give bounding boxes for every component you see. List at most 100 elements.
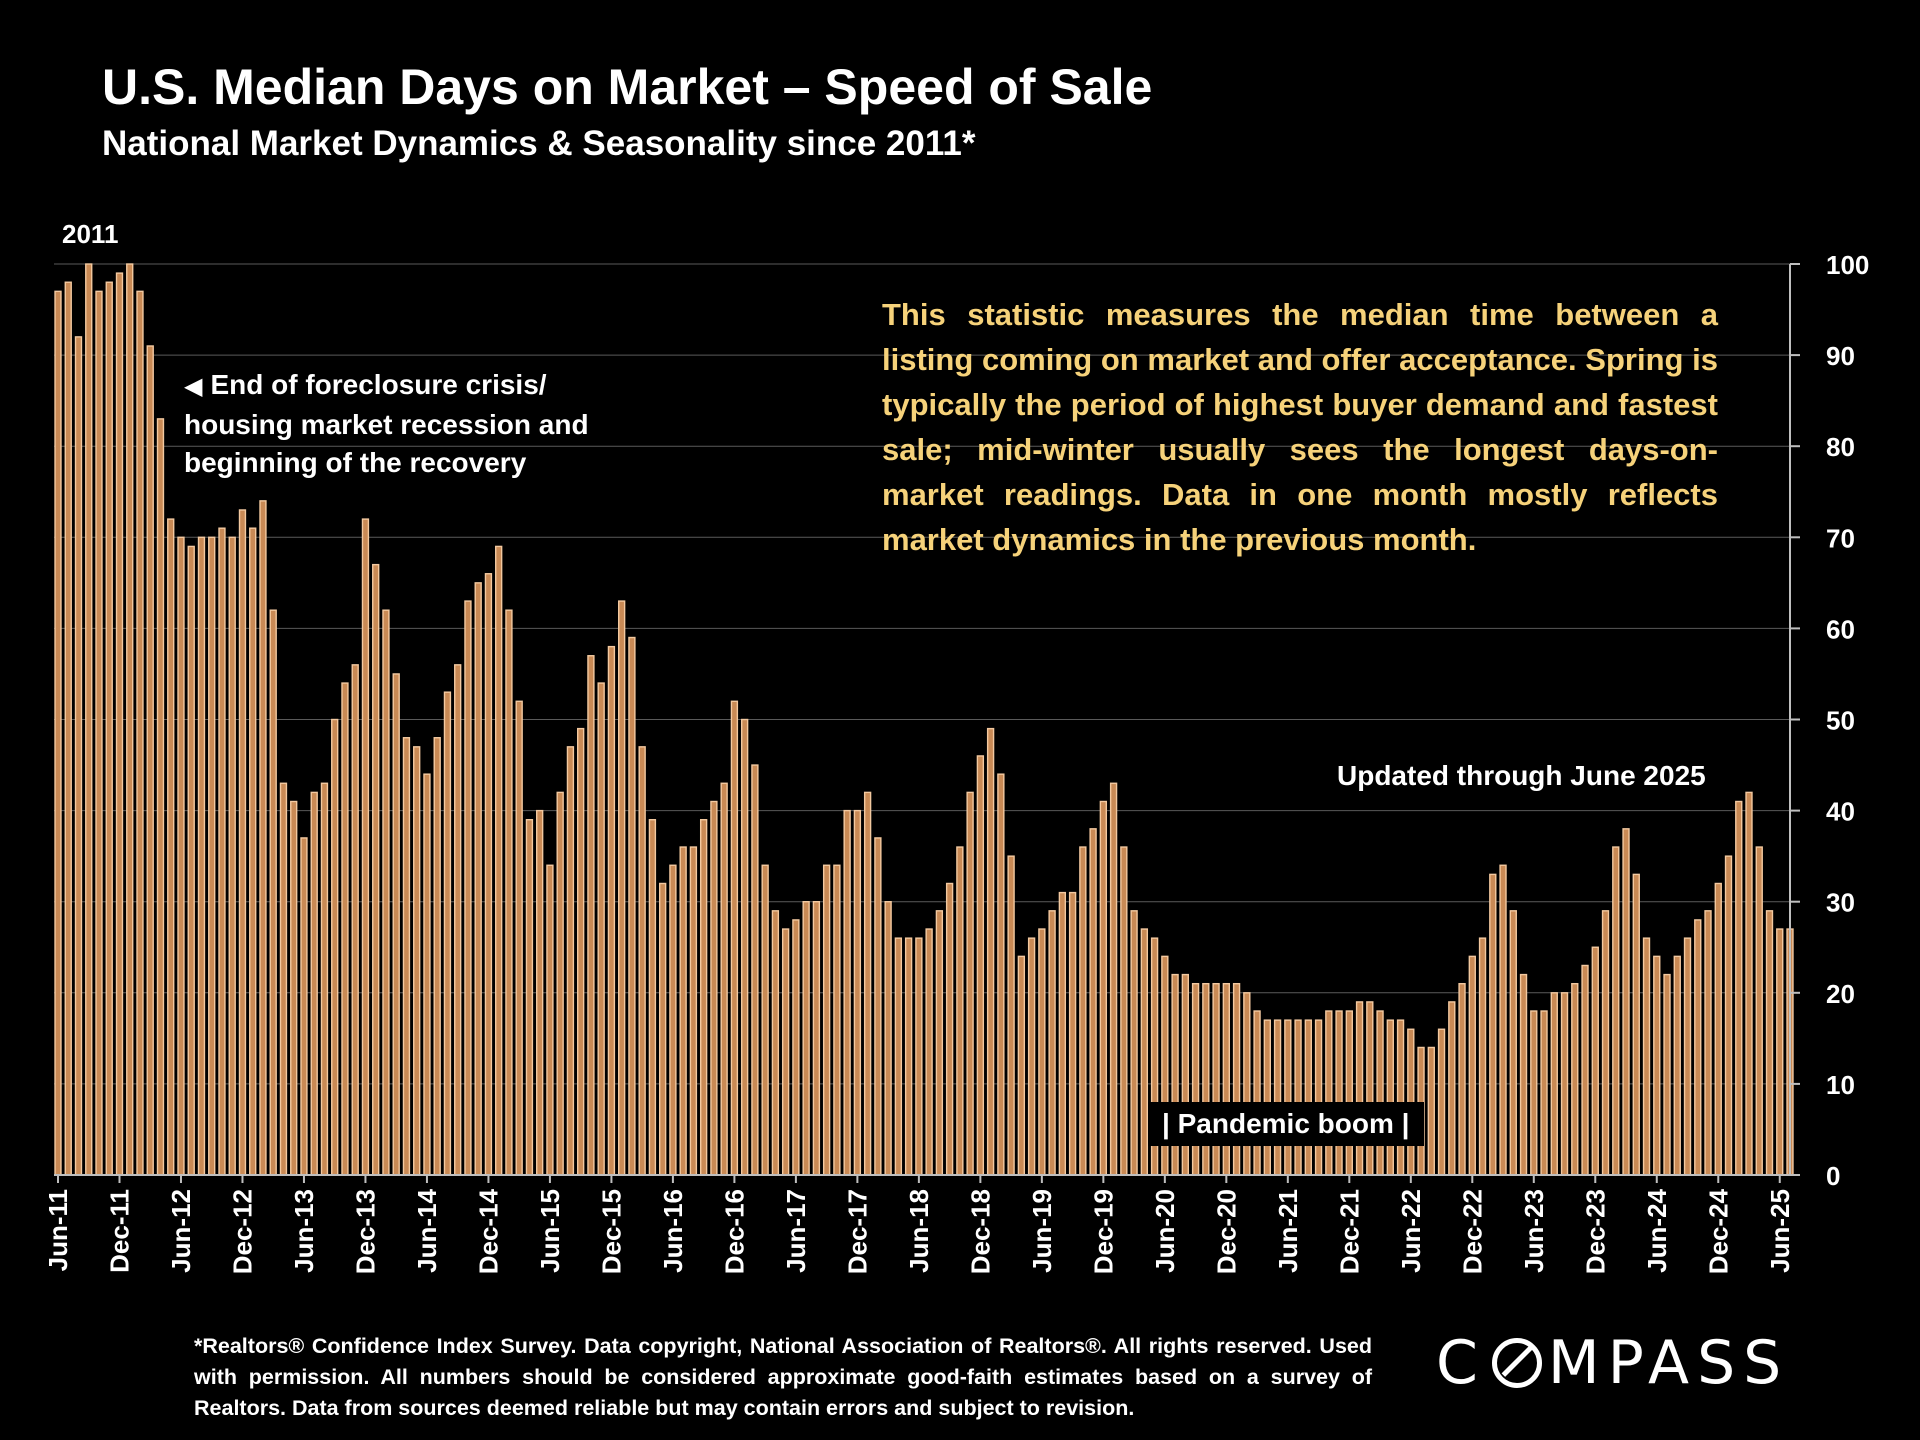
bar-Oct-13	[341, 682, 349, 1176]
bar-Sep-15	[577, 727, 585, 1176]
compass-o-icon	[1491, 1338, 1542, 1388]
bar-Mar-12	[146, 345, 154, 1176]
bar-Jan-12	[126, 263, 134, 1176]
bar-Mar-22	[1376, 1010, 1384, 1176]
bar-Jan-19	[986, 727, 995, 1176]
bar-May-14	[413, 746, 421, 1176]
bar-Nov-24	[1704, 910, 1712, 1176]
bar-May-24	[1642, 937, 1651, 1176]
logo-text-left: C	[1436, 1328, 1486, 1398]
x-tick-label: Dec-19	[1088, 1189, 1118, 1274]
bar-Jan-14	[372, 563, 380, 1176]
recovery-line-1: End of foreclosure crisis/	[210, 369, 547, 400]
y-tick-label: 70	[1826, 523, 1855, 553]
y-tick-label: 60	[1826, 614, 1855, 644]
bar-Jan-16	[617, 600, 626, 1176]
bar-Oct-23	[1571, 982, 1579, 1176]
x-tick-label: Dec-17	[842, 1189, 872, 1274]
bar-Oct-19	[1079, 846, 1087, 1176]
bar-Mar-25	[1745, 791, 1753, 1176]
x-tick-label: Dec-23	[1580, 1189, 1610, 1274]
bar-Jan-21	[1232, 982, 1241, 1176]
bar-Nov-13	[351, 664, 359, 1176]
bar-Jun-18	[915, 937, 923, 1176]
bar-Dec-11	[115, 272, 124, 1176]
bar-Mar-23	[1499, 864, 1507, 1176]
bar-Jan-22	[1355, 1001, 1364, 1176]
bar-Apr-18	[894, 937, 903, 1176]
bar-May-23	[1519, 973, 1528, 1176]
bar-Oct-24	[1694, 919, 1702, 1176]
bar-Dec-24	[1714, 882, 1722, 1176]
x-tick-label: Jun-21	[1273, 1189, 1303, 1273]
bar-May-13	[290, 800, 298, 1176]
bar-Aug-12	[197, 536, 206, 1176]
chart-title: U.S. Median Days on Market – Speed of Sa…	[102, 59, 1153, 115]
bar-Nov-21	[1335, 1010, 1343, 1176]
bar-Nov-16	[720, 782, 728, 1176]
bar-Apr-23	[1509, 910, 1517, 1176]
bar-Jul-21	[1294, 1019, 1302, 1176]
bar-Jan-24	[1601, 910, 1610, 1176]
bar-Mar-24	[1622, 828, 1630, 1176]
bar-Feb-19	[997, 773, 1005, 1176]
x-tick-label: Dec-21	[1334, 1189, 1364, 1274]
bar-Jun-15	[546, 864, 554, 1176]
x-tick-label: Jun-14	[412, 1188, 442, 1272]
bar-Jun-25	[1776, 928, 1784, 1176]
y-tick-label: 20	[1826, 979, 1855, 1009]
bar-Feb-24	[1612, 846, 1620, 1176]
bar-Mar-20	[1130, 910, 1138, 1176]
bar-Mar-16	[638, 746, 646, 1176]
bar-Sep-13	[331, 718, 339, 1176]
bar-Jun-13	[300, 837, 308, 1176]
bar-Nov-17	[843, 809, 851, 1176]
bar-Jul-24	[1663, 973, 1671, 1176]
bar-Aug-18	[935, 910, 944, 1176]
bar-May-15	[536, 809, 544, 1176]
bar-Apr-20	[1140, 928, 1149, 1176]
bar-Jan-23	[1478, 937, 1487, 1176]
pandemic-boom-label: | Pandemic boom |	[1148, 1102, 1424, 1146]
x-tick-label: Jun-22	[1396, 1189, 1426, 1273]
bar-Apr-16	[648, 819, 657, 1176]
bar-Dec-15	[607, 645, 616, 1176]
y-tick-label: 30	[1826, 888, 1855, 918]
x-tick-label: Dec-22	[1457, 1189, 1487, 1274]
source-footnote: *Realtors® Confidence Index Survey. Data…	[194, 1334, 1372, 1420]
bar-Aug-13	[320, 782, 329, 1176]
left-arrow-icon: ◀	[184, 373, 203, 400]
bar-Jul-13	[310, 791, 318, 1176]
bar-Jan-17	[740, 718, 749, 1176]
bar-Apr-12	[156, 418, 165, 1176]
bar-Sep-12	[208, 536, 216, 1176]
bar-Mar-15	[515, 700, 523, 1176]
x-tick-label: Jun-11	[43, 1189, 73, 1271]
bar-Jul-11	[64, 281, 72, 1176]
bar-Apr-25	[1755, 846, 1763, 1176]
x-tick-label: Dec-13	[350, 1189, 380, 1274]
bar-Sep-18	[945, 882, 954, 1176]
bar-Dec-13	[361, 518, 370, 1176]
bar-Oct-16	[710, 800, 718, 1176]
bar-Dec-14	[484, 573, 493, 1176]
bar-Apr-22	[1386, 1019, 1394, 1176]
bar-Aug-21	[1304, 1019, 1312, 1176]
bar-Dec-19	[1099, 800, 1108, 1176]
bar-Sep-24	[1683, 937, 1692, 1176]
bar-Jan-20	[1109, 782, 1118, 1176]
bar-Aug-23	[1550, 992, 1558, 1176]
explanation-note: This statistic measures the median time …	[882, 297, 1718, 557]
bar-Feb-18	[874, 837, 882, 1176]
bar-Feb-20	[1120, 846, 1128, 1176]
bar-Aug-17	[812, 901, 821, 1176]
bar-Sep-16	[699, 819, 708, 1176]
bar-Sep-22	[1437, 1028, 1446, 1176]
bar-Aug-14	[443, 691, 452, 1176]
bar-Aug-16	[689, 846, 698, 1176]
bar-Feb-15	[505, 609, 513, 1176]
bar-Dec-16	[730, 700, 739, 1176]
bar-Oct-12	[218, 527, 226, 1176]
bar-Feb-13	[259, 500, 267, 1176]
bar-Feb-22	[1366, 1001, 1374, 1176]
